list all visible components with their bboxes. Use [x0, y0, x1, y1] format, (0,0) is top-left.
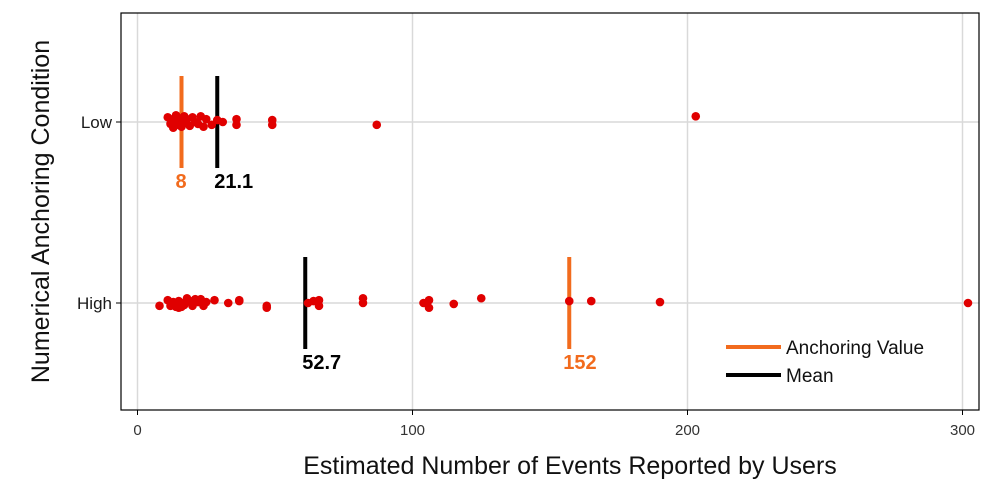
data-point: [476, 293, 486, 303]
data-point: [234, 295, 244, 305]
x-tick-label: 0: [133, 422, 141, 439]
x-tick-label: 100: [400, 422, 425, 439]
data-point: [424, 295, 434, 305]
anchoring-value-label: 152: [563, 352, 596, 374]
data-point: [358, 298, 368, 308]
legend-label: Mean: [786, 366, 834, 387]
mean-label: 52.7: [302, 352, 341, 374]
y-category-label: Low: [81, 113, 113, 132]
mean-label: 21.1: [214, 171, 253, 193]
data-point: [201, 114, 211, 124]
data-point: [199, 122, 208, 132]
reference-labels: 8 21.1 52.7 152: [176, 171, 597, 374]
data-point: [210, 295, 219, 305]
plot-border: [120, 12, 980, 411]
data-points: [155, 111, 973, 313]
data-point: [564, 296, 574, 306]
x-tick-label: 200: [675, 422, 700, 439]
data-point: [691, 112, 701, 121]
data-point: [586, 296, 596, 306]
y-axis-title: Numerical Anchoring Condition: [27, 40, 55, 383]
data-point: [424, 303, 434, 313]
x-tick-label: 300: [950, 422, 975, 439]
data-point: [314, 301, 324, 311]
x-axis-title: Estimated Number of Events Reported by U…: [303, 452, 837, 480]
data-point: [155, 301, 164, 311]
data-point: [655, 297, 665, 307]
data-point: [372, 120, 382, 130]
data-point: [262, 303, 272, 313]
data-point: [223, 298, 233, 308]
data-point: [218, 117, 228, 127]
data-point: [201, 297, 211, 307]
axes: 0 100 200 300 Low High: [77, 113, 975, 439]
y-category-label: High: [77, 294, 112, 313]
legend-label: Anchoring Value: [786, 338, 924, 359]
data-point: [963, 298, 973, 308]
data-point: [267, 115, 277, 125]
data-point: [449, 299, 459, 309]
anchoring-value-label: 8: [176, 171, 187, 193]
legend: Anchoring Value Mean: [726, 338, 924, 387]
data-point: [232, 114, 241, 124]
